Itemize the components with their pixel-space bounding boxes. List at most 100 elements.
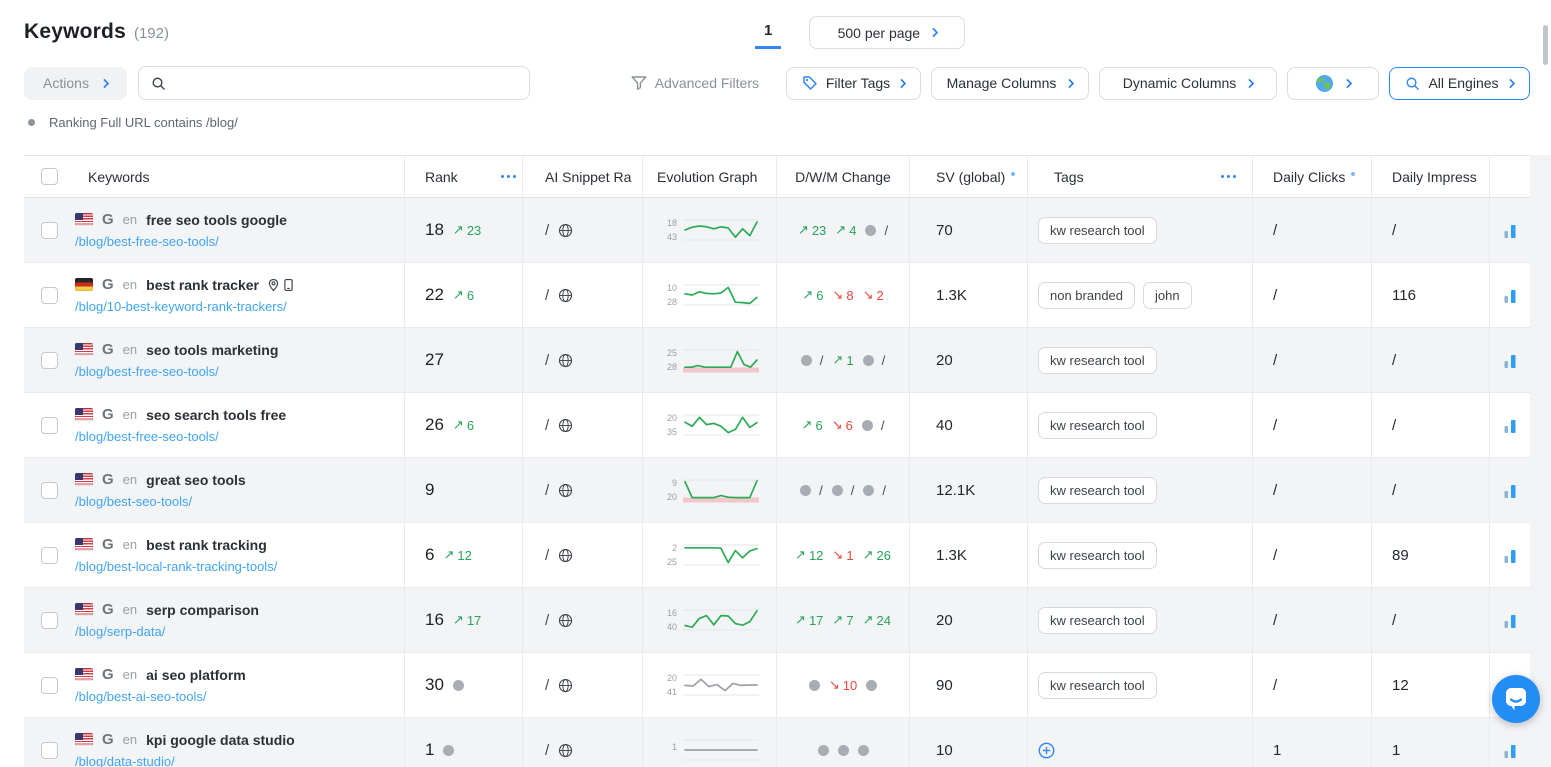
column-header-tags[interactable]: Tags <box>1028 156 1253 197</box>
row-checkbox[interactable] <box>41 676 58 694</box>
all-engines-button[interactable]: All Engines <box>1389 66 1530 100</box>
evolution-graph-cell[interactable]: 20 35 <box>643 393 777 457</box>
keyword-text[interactable]: best rank tracker <box>146 276 259 293</box>
ranking-url-link[interactable]: /blog/serp-data/ <box>75 623 166 639</box>
add-tag-icon[interactable] <box>1038 742 1055 759</box>
row-checkbox-cell <box>24 263 75 327</box>
google-engine-icon: G <box>102 406 114 423</box>
evolution-graph-cell[interactable]: 9 20 <box>643 458 777 522</box>
ai-snippet-globe-icon <box>559 483 573 497</box>
ai-snippet-globe-icon <box>559 353 573 367</box>
tag-chip[interactable]: john <box>1143 281 1192 309</box>
keyword-chart-icon[interactable] <box>1504 548 1517 563</box>
tag-chip[interactable]: non branded <box>1038 281 1136 309</box>
column-header-evolution-graph[interactable]: Evolution Graph <box>643 156 777 197</box>
search-input[interactable] <box>174 75 517 91</box>
ranking-url-link[interactable]: /blog/best-local-rank-tracking-tools/ <box>75 558 278 574</box>
dynamic-columns-button[interactable]: Dynamic Columns <box>1099 66 1277 100</box>
tag-chip[interactable]: kw research tool <box>1038 476 1157 504</box>
page-number-1[interactable]: 1 <box>755 16 782 49</box>
column-header-dwm-change[interactable]: D/W/M Change <box>777 156 910 197</box>
table-header: Keywords Rank AI Snippet Ra Evolution Gr… <box>24 155 1530 198</box>
evolution-graph-cell[interactable]: 1 <box>643 718 777 767</box>
tag-icon <box>803 76 817 90</box>
column-header-keywords[interactable]: Keywords <box>75 156 405 197</box>
tag-chip[interactable]: kw research tool <box>1038 541 1157 569</box>
keyword-chart-icon[interactable] <box>1504 418 1517 433</box>
search-engine-country-button[interactable] <box>1287 66 1379 100</box>
tag-chip[interactable]: kw research tool <box>1038 606 1157 634</box>
chat-launcher-button[interactable] <box>1492 675 1540 723</box>
row-checkbox[interactable] <box>41 416 58 434</box>
ranking-url-link[interactable]: /blog/best-seo-tools/ <box>75 493 193 509</box>
keyword-text[interactable]: seo tools marketing <box>146 341 279 358</box>
ranking-url-link[interactable]: /blog/best-ai-seo-tools/ <box>75 688 207 704</box>
row-checkbox[interactable] <box>41 221 58 239</box>
row-checkbox[interactable] <box>41 546 58 564</box>
evolution-graph-cell[interactable]: 10 28 <box>643 263 777 327</box>
actions-button[interactable]: Actions <box>24 66 127 100</box>
search-icon <box>152 77 165 90</box>
keyword-text[interactable]: ai seo platform <box>146 666 246 683</box>
evolution-graph-cell[interactable]: 25 28 <box>643 328 777 392</box>
keyword-chart-icon[interactable] <box>1504 743 1517 758</box>
dwm-change-cell: / / / <box>777 458 910 522</box>
keyword-text[interactable]: seo search tools free <box>146 406 287 423</box>
keyword-text[interactable]: free seo tools google <box>146 211 287 228</box>
chevron-right-icon <box>1064 78 1075 88</box>
spark-bottom-label: 35 <box>666 426 677 437</box>
country-flag-us-icon <box>75 408 93 421</box>
keyword-chart-icon[interactable] <box>1504 613 1517 628</box>
row-checkbox[interactable] <box>41 481 58 499</box>
tags-cell: kw research tool <box>1028 588 1253 652</box>
google-engine-icon: G <box>102 731 114 748</box>
filter-tags-button[interactable]: Filter Tags <box>786 66 921 100</box>
evolution-graph-cell[interactable]: 20 41 <box>643 653 777 717</box>
keyword-text[interactable]: serp comparison <box>146 601 259 618</box>
search-volume-value: 70 <box>936 221 953 239</box>
actions-label: Actions <box>43 75 89 91</box>
evolution-graph-cell[interactable]: 2 25 <box>643 523 777 587</box>
keyword-chart-icon[interactable] <box>1504 288 1517 303</box>
row-checkbox-cell <box>24 588 75 652</box>
ranking-url-link[interactable]: /blog/best-free-seo-tools/ <box>75 363 219 379</box>
keyword-text[interactable]: kpi google data studio <box>146 731 295 748</box>
column-header-ai-snippet-rank[interactable]: AI Snippet Ra <box>523 156 643 197</box>
keywords-count: (192) <box>133 25 169 42</box>
ranking-url-link[interactable]: /blog/best-free-seo-tools/ <box>75 233 219 249</box>
evolution-graph-cell[interactable]: 18 43 <box>643 198 777 262</box>
keyword-chart-icon[interactable] <box>1504 483 1517 498</box>
manage-columns-button[interactable]: Manage Columns <box>931 66 1089 100</box>
keyword-chart-icon[interactable] <box>1504 223 1517 238</box>
search-box[interactable] <box>138 66 530 100</box>
column-menu-icon[interactable] <box>1220 174 1236 179</box>
tag-chip[interactable]: kw research tool <box>1038 411 1157 439</box>
row-checkbox[interactable] <box>41 611 58 629</box>
keyword-text[interactable]: great seo tools <box>146 471 246 488</box>
keyword-text[interactable]: best rank tracking <box>146 536 267 553</box>
column-header-daily-clicks[interactable]: Daily Clicks <box>1253 156 1372 197</box>
tag-chip[interactable]: kw research tool <box>1038 216 1157 244</box>
per-page-button[interactable]: 500 per page <box>809 16 966 49</box>
vertical-scrollbar[interactable] <box>1543 25 1548 65</box>
ranking-url-link[interactable]: /blog/best-free-seo-tools/ <box>75 428 219 444</box>
ranking-url-link[interactable]: /blog/10-best-keyword-rank-trackers/ <box>75 298 287 314</box>
ai-snippet-globe-icon <box>559 678 573 692</box>
tag-chip[interactable]: kw research tool <box>1038 346 1157 374</box>
select-all-checkbox[interactable] <box>41 168 58 185</box>
column-header-rank[interactable]: Rank <box>405 156 523 197</box>
search-volume-value: 90 <box>936 676 953 694</box>
row-checkbox[interactable] <box>41 286 58 304</box>
column-menu-icon[interactable] <box>500 174 517 179</box>
row-checkbox[interactable] <box>41 741 58 759</box>
row-checkbox[interactable] <box>41 351 58 369</box>
ranking-url-link[interactable]: /blog/data-studio/ <box>75 753 175 767</box>
daily-impressions-cell: / <box>1372 328 1490 392</box>
tag-chip[interactable]: kw research tool <box>1038 671 1157 699</box>
column-header-sv-global[interactable]: SV (global) <box>910 156 1028 197</box>
column-header-daily-impressions[interactable]: Daily Impress <box>1372 156 1490 197</box>
advanced-filters-button[interactable]: Advanced Filters <box>631 75 759 91</box>
keyword-chart-icon[interactable] <box>1504 353 1517 368</box>
tags-cell: kw research tool <box>1028 458 1253 522</box>
evolution-graph-cell[interactable]: 16 40 <box>643 588 777 652</box>
